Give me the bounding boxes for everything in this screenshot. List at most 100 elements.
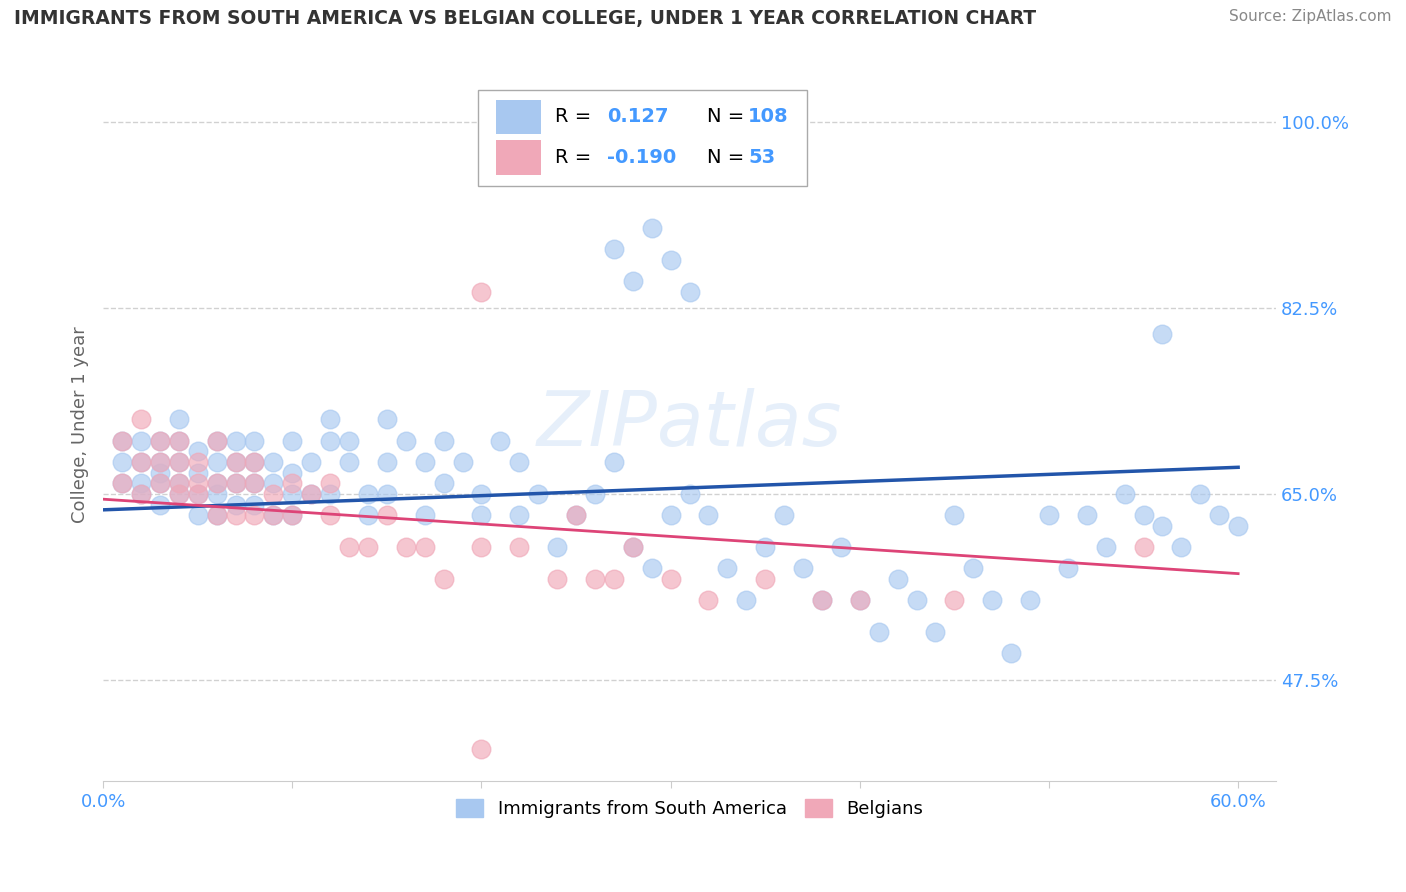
Point (470, 508, 492, 523)
Point (849, 593, 872, 607)
Point (470, 285, 492, 299)
Point (413, 508, 436, 523)
Point (225, 476, 247, 491)
Point (205, 508, 228, 523)
Point (451, 455, 474, 469)
Point (149, 476, 172, 491)
Point (678, 487, 700, 501)
Text: R =: R = (555, 148, 591, 167)
Point (299, 487, 322, 501)
Point (205, 508, 228, 523)
Point (167, 476, 190, 491)
Point (1152, 518, 1174, 533)
Text: R =: R = (555, 107, 591, 127)
Point (830, 540, 852, 554)
Point (167, 476, 190, 491)
Point (1094, 540, 1116, 554)
Point (281, 466, 304, 480)
Point (546, 572, 568, 586)
Point (849, 593, 872, 607)
Point (243, 476, 266, 491)
Text: -0.190: -0.190 (607, 148, 676, 167)
Point (357, 487, 380, 501)
Point (129, 487, 152, 501)
FancyBboxPatch shape (496, 100, 540, 134)
Text: N =: N = (707, 148, 744, 167)
Point (1000, 646, 1022, 660)
Point (129, 455, 152, 469)
Point (111, 476, 134, 491)
Point (299, 487, 322, 501)
Point (546, 540, 568, 554)
Point (129, 434, 152, 448)
Point (943, 508, 966, 523)
Point (111, 434, 134, 448)
FancyBboxPatch shape (496, 140, 540, 175)
Point (1208, 508, 1230, 523)
Point (433, 572, 456, 586)
Point (603, 455, 626, 469)
Point (205, 476, 228, 491)
Text: 0.127: 0.127 (607, 107, 669, 127)
Legend: Immigrants from South America, Belgians: Immigrants from South America, Belgians (449, 791, 931, 825)
Point (621, 540, 644, 554)
Point (697, 593, 720, 607)
Point (243, 455, 266, 469)
Point (337, 455, 360, 469)
Point (697, 508, 720, 523)
Point (433, 476, 456, 491)
Point (565, 508, 588, 523)
Point (433, 434, 456, 448)
Text: N =: N = (707, 107, 744, 127)
Point (205, 476, 228, 491)
Point (225, 476, 247, 491)
Text: 53: 53 (748, 148, 775, 167)
Point (167, 455, 190, 469)
Point (167, 434, 190, 448)
Point (299, 455, 322, 469)
Point (716, 561, 738, 575)
Point (149, 476, 172, 491)
Point (395, 434, 418, 448)
Point (886, 572, 908, 586)
Point (243, 434, 266, 448)
Point (281, 508, 304, 523)
Point (659, 252, 682, 267)
Point (187, 455, 209, 469)
Point (621, 540, 644, 554)
Point (111, 434, 134, 448)
Point (583, 487, 606, 501)
Point (337, 434, 360, 448)
Point (243, 508, 266, 523)
Text: IMMIGRANTS FROM SOUTH AMERICA VS BELGIAN COLLEGE, UNDER 1 YEAR CORRELATION CHART: IMMIGRANTS FROM SOUTH AMERICA VS BELGIAN… (14, 9, 1036, 28)
Point (243, 455, 266, 469)
Point (659, 572, 682, 586)
Point (583, 572, 606, 586)
Point (659, 508, 682, 523)
Point (1038, 508, 1060, 523)
Point (1132, 508, 1154, 523)
Point (149, 434, 172, 448)
Point (375, 455, 398, 469)
Point (1152, 327, 1174, 342)
Text: 108: 108 (748, 107, 789, 127)
Point (1076, 508, 1098, 523)
Point (281, 508, 304, 523)
Point (1019, 593, 1042, 607)
Point (413, 455, 436, 469)
Point (149, 434, 172, 448)
Point (773, 508, 796, 523)
Point (187, 487, 209, 501)
Point (1227, 518, 1250, 533)
Point (735, 593, 758, 607)
Point (187, 444, 209, 458)
Point (225, 434, 247, 448)
Point (621, 274, 644, 288)
Point (489, 434, 512, 448)
Point (149, 466, 172, 480)
Text: ZIPatlas: ZIPatlas (537, 388, 842, 462)
Point (337, 540, 360, 554)
Point (167, 487, 190, 501)
Point (962, 561, 984, 575)
Point (129, 487, 152, 501)
